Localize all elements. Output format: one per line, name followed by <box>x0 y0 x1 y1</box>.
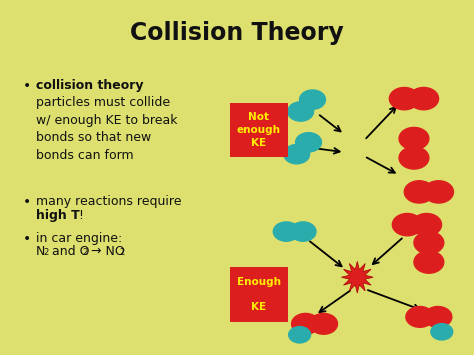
Text: •: • <box>23 195 31 209</box>
Circle shape <box>389 87 419 110</box>
Text: and O: and O <box>48 245 90 258</box>
Text: •: • <box>23 79 31 93</box>
Circle shape <box>273 222 299 241</box>
Circle shape <box>409 87 438 110</box>
Circle shape <box>406 306 434 327</box>
Circle shape <box>300 90 326 109</box>
Text: → NO: → NO <box>87 245 125 258</box>
Circle shape <box>399 127 429 150</box>
Text: :
particles must collide
w/ enough KE to break
bonds so that new
bonds can form: : particles must collide w/ enough KE to… <box>36 79 178 162</box>
Circle shape <box>431 324 453 340</box>
FancyBboxPatch shape <box>230 103 288 157</box>
Circle shape <box>288 102 314 121</box>
Circle shape <box>392 213 422 236</box>
Circle shape <box>404 181 434 203</box>
Text: Not
enough
KE: Not enough KE <box>237 112 281 148</box>
Text: collision theory: collision theory <box>36 79 144 92</box>
Text: 2: 2 <box>82 248 87 257</box>
Text: !: ! <box>78 209 83 222</box>
Circle shape <box>399 147 429 169</box>
Text: N: N <box>36 245 46 258</box>
Text: many reactions require: many reactions require <box>36 195 182 208</box>
Text: 2: 2 <box>120 248 125 257</box>
Circle shape <box>412 213 442 236</box>
Text: Collision Theory: Collision Theory <box>130 21 344 45</box>
Circle shape <box>310 313 337 334</box>
Text: 2: 2 <box>43 248 48 257</box>
Circle shape <box>414 251 444 273</box>
Text: high T: high T <box>36 209 80 222</box>
Circle shape <box>292 313 319 334</box>
Text: Enough

KE: Enough KE <box>237 277 281 312</box>
Circle shape <box>424 181 454 203</box>
Circle shape <box>424 306 452 327</box>
Polygon shape <box>341 261 373 293</box>
FancyBboxPatch shape <box>230 267 288 322</box>
Circle shape <box>414 231 444 254</box>
Circle shape <box>296 133 321 152</box>
Text: in car engine:: in car engine: <box>36 231 122 245</box>
Text: •: • <box>23 231 31 246</box>
Circle shape <box>289 327 310 343</box>
Circle shape <box>290 222 316 241</box>
Circle shape <box>284 144 310 164</box>
